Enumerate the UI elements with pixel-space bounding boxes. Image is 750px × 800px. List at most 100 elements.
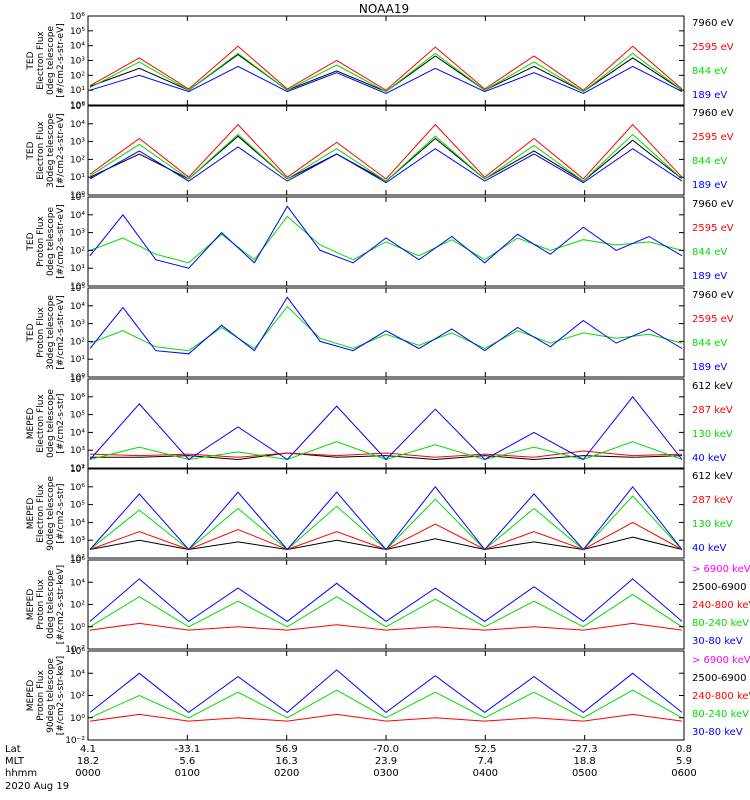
y-axis-label-line: 0deg telescope [46,26,56,96]
x-tick-label-lat: -70.0 [373,744,399,755]
x-tick-label-hhmm: 0200 [274,768,299,779]
x-tick-label-hhmm: 0100 [175,768,200,779]
x-tick-label-hhmm: 0600 [671,768,696,779]
y-tick-label: 10² [70,464,85,474]
y-axis-label-line: Proton Flux [36,579,46,630]
legend-entry: 30-80 keV [692,636,743,647]
y-axis-label-line: MEPED [26,408,36,440]
y-tick-label: 10⁴ [70,120,85,130]
y-tick-label: 10⁷ [70,375,85,385]
y-tick-label: 10³ [70,229,85,239]
legend-entry: 844 eV [692,247,727,258]
y-axis-label-line: 90deg telescope [46,476,56,551]
x-tick-label-mlt: 18.8 [574,756,596,767]
y-axis-label-line: [#/cm2-s-str-eV] [56,204,66,279]
legend-entry: 130 keV [692,429,733,440]
y-axis-label-line: 30deg telescope [46,295,56,370]
series-line-40-kev [89,485,683,551]
y-tick-label: 10⁴ [70,428,85,438]
y-axis-label-line: MEPED [26,680,36,712]
legend-entry: > 6900 keV [692,564,750,575]
panel-1: 10⁰ 10¹ 10² 10³ 10⁴ 10⁵ 10⁶ TED Electron Flux 0de… [26,12,734,111]
x-tick-label-hhmm: 0000 [75,768,100,779]
x-tick-label-mlt: 5.6 [179,756,195,767]
x-tick-label-lat: -33.1 [174,744,200,755]
y-tick-label: 10⁰ [70,623,85,633]
y-tick-label: 10¹ [70,86,85,96]
series-line-7960-ev [89,135,683,182]
y-axis-label-line: Proton Flux [36,307,46,358]
y-axis-label-line: MEPED [26,498,36,530]
series-line-80-240-kev [89,689,683,719]
series-line-7960-ev [89,53,683,93]
y-tick-label: 10⁵ [70,102,85,112]
legend-entry: 2500-6900 [692,673,747,684]
x-tick-label-hhmm: 0300 [373,768,398,779]
y-tick-label: 10⁴ [70,211,85,221]
legend-entry: 2595 eV [692,314,734,325]
legend-entry: 287 keV [692,495,733,506]
y-tick-label: 10⁻² [65,645,85,655]
y-tick-label: 10⁶ [70,483,85,493]
legend-entry: 2595 eV [692,223,734,234]
chart-title: NOAA19 [359,2,409,16]
y-tick-label: 10² [70,692,85,702]
x-tick-label-mlt: 7.4 [477,756,493,767]
legend-entry: 844 eV [692,66,727,77]
legend-entry: 80-240 keV [692,618,749,629]
panel-frame [87,468,685,559]
y-tick-label: 10⁰ [70,373,85,383]
legend-entry: 30-80 keV [692,727,743,738]
y-tick-label: 10⁵ [70,193,85,203]
legend-entry: 189 eV [692,362,727,373]
panel-4: 10⁰ 10¹ 10² 10³ 10⁴ 10⁵ TED Proton Flux 30deg te… [26,284,734,383]
series-line-240-800-kev [89,713,683,722]
legend-entry: 2595 eV [692,42,734,53]
y-tick-label: 10³ [70,320,85,330]
x-row-label-mlt: MLT [5,756,25,767]
panel-6: 10² 10³ 10⁴ 10⁵ 10⁶ 10⁷ MEPED Electron Flux 90de… [26,465,733,564]
panel-2: 10⁰ 10¹ 10² 10³ 10⁴ 10⁵ TED Electron Flux 30deg … [26,102,734,201]
y-axis-label-line: 30deg telescope [46,113,56,188]
legend-entry: 612 keV [692,471,733,482]
series-line-844-ev [89,305,683,352]
y-tick-label: 10⁰ [70,101,85,111]
x-tick-label-lat: 0.8 [676,744,692,755]
y-tick-label: 10⁷ [70,465,85,475]
series-line-2595-ev [89,45,683,91]
y-tick-label: 10¹ [70,355,85,365]
legend-entry: 612 keV [692,381,733,392]
legend-entry: 80-240 keV [692,709,749,720]
legend-entry: 130 keV [692,519,733,530]
x-tick-label-mlt: 18.2 [77,756,99,767]
y-tick-label: 10⁵ [70,411,85,421]
y-tick-label: 10² [70,155,85,165]
panel-3: 10⁰ 10¹ 10² 10³ 10⁴ 10⁵ TED Proton Flux 0deg tel… [26,193,734,292]
x-tick-label-lat: 52.5 [474,744,496,755]
legend-entry: 7960 eV [692,18,734,29]
y-axis-label-line: 0deg telescope [46,570,56,640]
panel-5: 10² 10³ 10⁴ 10⁵ 10⁶ 10⁷ MEPED Electron Flux 0deg… [26,375,733,474]
y-tick-label: 10² [70,601,85,611]
panel-frame [87,559,685,650]
series-line-40-kev [89,395,683,461]
legend-entry: 240-800 keV [692,691,750,702]
series-line-30-80-kev [89,578,683,623]
y-axis-label-line: TED [26,232,36,251]
y-axis-label-line: [#/cm2-s-str-keV] [56,656,66,735]
series-line-844-ev [89,52,683,93]
y-tick-label: 10⁶ [70,12,85,22]
series-line-130-kev [89,495,683,551]
legend-entry: 2500-6900 [692,582,747,593]
y-tick-label: 10⁴ [70,302,85,312]
y-tick-label: 10⁵ [70,284,85,294]
y-tick-label: 10³ [70,138,85,148]
legend-entry: 189 eV [692,90,727,101]
series-line-2595-ev [89,123,683,180]
y-tick-label: 10⁴ [70,669,85,679]
series-line-287-kev [89,521,683,551]
legend-entry: 287 keV [692,405,733,416]
